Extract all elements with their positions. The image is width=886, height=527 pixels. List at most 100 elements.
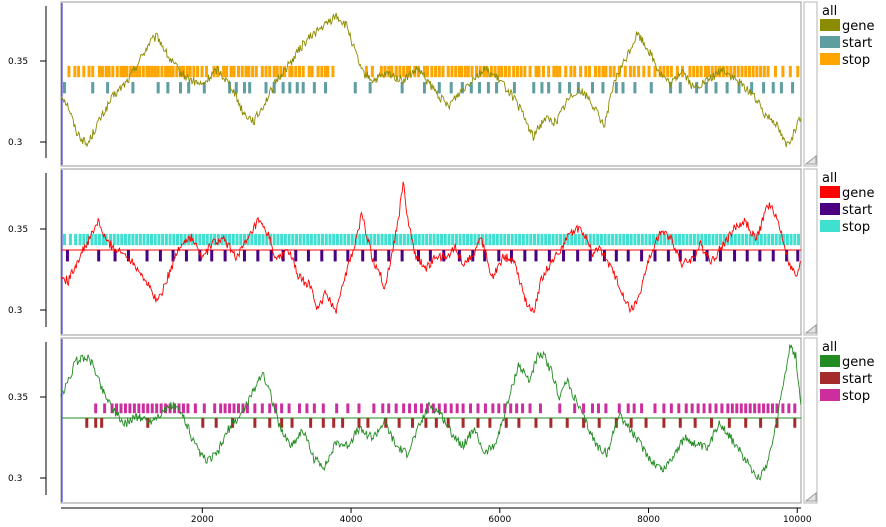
start-codon-mark — [649, 82, 653, 94]
stop-codon-mark — [483, 403, 487, 414]
stop-codon-mark — [484, 233, 488, 246]
stop-codon-mark — [171, 65, 175, 78]
stop-codon-mark — [504, 65, 507, 78]
stop-codon-mark — [251, 65, 255, 78]
stop-codon-mark — [473, 233, 477, 246]
legend-swatch — [820, 355, 840, 367]
start-codon-mark — [242, 82, 246, 94]
stop-codon-mark — [111, 65, 115, 78]
stop-codon-mark — [640, 403, 644, 414]
stop-codon-mark — [681, 65, 685, 78]
stop-codon-mark — [690, 403, 694, 414]
start-codon-mark — [248, 82, 252, 94]
stop-codon-mark — [647, 65, 651, 78]
stop-codon-mark — [699, 65, 703, 78]
legend-swatch — [820, 220, 840, 232]
stop-codon-mark — [372, 403, 376, 414]
stop-codon-mark — [185, 65, 189, 78]
start-codon-mark — [629, 418, 633, 428]
stop-codon-mark — [177, 403, 181, 414]
start-codon-mark — [693, 418, 697, 428]
stop-codon-mark — [596, 403, 600, 414]
start-codon-mark — [106, 82, 110, 94]
start-codon-mark — [281, 82, 285, 94]
plot-frame — [60, 168, 802, 336]
start-codon-mark — [477, 82, 481, 94]
stop-codon-mark — [766, 65, 770, 78]
stop-codon-mark — [147, 65, 151, 78]
stop-codon-mark — [449, 403, 453, 414]
stop-codon-mark — [521, 233, 525, 246]
stop-codon-mark — [324, 65, 328, 78]
y-tick-label: 0.3 — [8, 474, 22, 484]
stop-codon-mark — [142, 233, 146, 246]
stop-codon-mark — [466, 233, 470, 246]
stop-codon-mark — [509, 403, 513, 414]
stop-codon-mark — [274, 403, 278, 414]
stop-codon-mark — [752, 233, 756, 246]
stop-codon-mark — [146, 403, 150, 414]
stop-codon-mark — [402, 65, 406, 78]
start-codon-mark — [558, 82, 562, 94]
start-codon-mark — [666, 250, 670, 262]
stop-codon-mark — [287, 233, 291, 246]
start-codon-mark — [253, 418, 257, 428]
y-tick-label: 0.3 — [8, 138, 22, 148]
stop-codon-mark — [441, 65, 445, 78]
start-codon-mark — [695, 82, 699, 94]
stop-codon-mark — [276, 233, 280, 246]
stop-codon-mark — [261, 233, 265, 246]
stop-codon-mark — [257, 233, 261, 246]
stop-codon-mark — [425, 233, 429, 246]
stop-codon-mark — [421, 233, 425, 246]
stop-codon-mark — [150, 403, 154, 414]
stop-codon-mark — [168, 233, 172, 246]
stop-codon-mark — [632, 403, 636, 414]
start-codon-mark — [504, 418, 508, 428]
stop-codon-mark — [718, 233, 722, 246]
stop-codon-mark — [101, 233, 105, 246]
stop-codon-mark — [759, 65, 763, 78]
stop-codon-mark — [229, 65, 233, 78]
stop-codon-mark — [597, 65, 601, 78]
stop-codon-mark — [232, 65, 236, 78]
stop-codon-mark — [612, 65, 616, 78]
stop-codon-mark — [280, 403, 284, 414]
start-codon-mark — [324, 82, 328, 94]
stop-codon-mark — [119, 65, 123, 78]
start-codon-mark — [131, 82, 135, 94]
start-codon-mark — [242, 250, 246, 262]
stop-codon-mark — [689, 233, 693, 246]
stop-codon-mark — [260, 403, 264, 414]
stop-codon-mark — [109, 233, 113, 246]
start-codon-mark — [428, 250, 432, 262]
start-codon-mark — [449, 82, 453, 94]
start-codon-mark — [332, 418, 336, 428]
stop-codon-mark — [476, 403, 480, 414]
stop-codon-mark — [357, 403, 361, 414]
stop-codon-mark — [593, 65, 597, 78]
stop-codon-mark — [533, 233, 537, 246]
stop-codon-mark — [103, 403, 107, 414]
start-codon-mark — [424, 418, 428, 428]
start-codon-mark — [758, 250, 762, 262]
stop-codon-mark — [733, 233, 737, 246]
stop-codon-mark — [390, 65, 394, 78]
stop-codon-mark — [298, 233, 302, 246]
stop-codon-mark — [658, 65, 662, 78]
stop-codon-mark — [141, 65, 145, 78]
stop-codon-mark — [153, 233, 157, 246]
legend-swatch — [820, 19, 840, 31]
stop-codon-mark — [461, 403, 465, 414]
start-codon-mark — [113, 250, 117, 262]
stop-codon-mark — [528, 403, 532, 414]
start-codon-mark — [366, 418, 370, 428]
start-codon-mark — [762, 82, 766, 94]
stop-codon-mark — [684, 403, 688, 414]
start-codon-mark — [725, 82, 729, 94]
start-codon-mark — [785, 250, 789, 262]
stop-codon-mark — [253, 403, 257, 414]
stop-codon-mark — [446, 65, 450, 78]
stop-codon-mark — [153, 65, 157, 78]
